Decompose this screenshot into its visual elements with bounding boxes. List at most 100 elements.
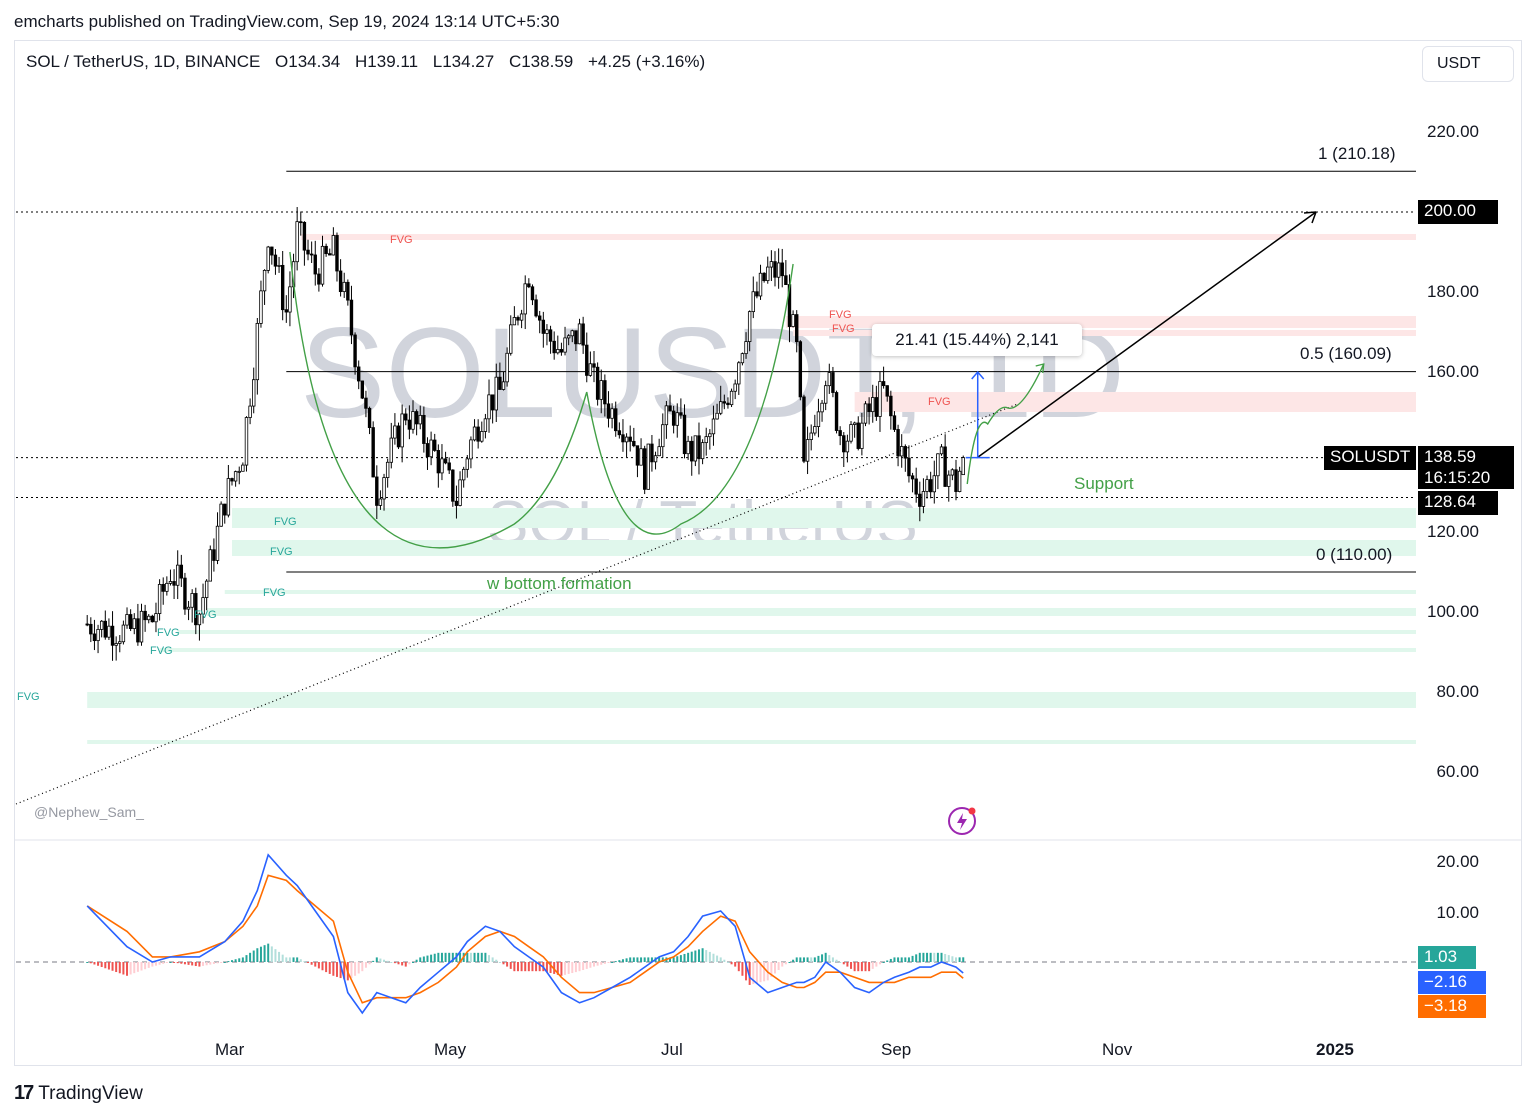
candle-body <box>313 254 317 275</box>
projection-arrow <box>976 211 1317 459</box>
histogram-bar <box>506 962 509 967</box>
candle-body <box>157 584 162 614</box>
candle-body <box>556 349 560 354</box>
candle-body <box>827 372 831 387</box>
candle-body <box>422 414 426 444</box>
histogram-bar <box>397 962 400 965</box>
candle-body <box>624 436 629 443</box>
histogram-bar <box>730 962 733 965</box>
candle-body <box>128 614 133 629</box>
histogram-bar <box>571 962 574 974</box>
candle-body <box>780 262 784 277</box>
fvg-label: FVG <box>829 309 852 321</box>
price-tick: 180.00 <box>1427 282 1479 301</box>
tradingview-logo[interactable]: 17 TradingView <box>14 1082 143 1105</box>
histogram-bar <box>448 952 451 962</box>
ohlc-low: L134.27 <box>432 52 495 71</box>
histogram-bar <box>263 945 266 962</box>
candle-body <box>849 424 853 442</box>
lightning-icon[interactable] <box>947 806 977 836</box>
candle-body <box>92 633 97 642</box>
candle-body <box>284 309 288 313</box>
candle-body <box>186 606 191 610</box>
candle-body <box>693 435 698 462</box>
symbol-title[interactable]: SOL / TetherUS, 1D, BINANCE <box>26 52 261 71</box>
histogram-bar <box>679 955 682 962</box>
candle-body <box>512 317 517 326</box>
histogram-bar <box>650 957 653 962</box>
histogram-bar <box>564 962 567 975</box>
histogram-bar <box>683 953 686 962</box>
candle-body <box>523 283 527 315</box>
signal-line <box>86 874 964 1004</box>
candle-body <box>154 613 158 623</box>
candle-body <box>874 397 879 417</box>
price-range-measure[interactable]: 21.41 (15.44%) 2,141 <box>872 324 1082 356</box>
histogram-bar <box>495 959 498 962</box>
candle-body <box>172 581 176 586</box>
candle-body <box>878 381 882 417</box>
histogram-bar <box>676 956 679 962</box>
histogram-bar <box>252 950 255 962</box>
candle-body <box>552 340 556 354</box>
histogram-bar <box>549 962 552 974</box>
w-bottom-right-arc <box>586 263 794 535</box>
histogram-bar <box>303 961 306 963</box>
histogram-bar <box>408 962 411 965</box>
histogram-bar <box>940 952 943 962</box>
candle-body <box>480 431 484 442</box>
histogram-bar <box>176 962 179 964</box>
histogram-bar <box>426 955 429 962</box>
histogram-bar <box>343 962 346 980</box>
candle-body <box>642 448 647 490</box>
candle-body <box>831 372 835 393</box>
candle-body <box>885 385 889 397</box>
candle-body <box>599 380 603 400</box>
histogram-bar <box>379 958 382 962</box>
candle-body <box>280 264 285 311</box>
histogram-bar <box>198 962 201 967</box>
histogram-bar <box>173 962 176 963</box>
candle-body <box>194 593 198 626</box>
histogram-bar <box>882 962 885 963</box>
candle-body <box>299 221 303 224</box>
histogram-bar <box>926 952 929 962</box>
horizontal-levels <box>16 170 1416 573</box>
histogram-bar <box>524 962 527 972</box>
histogram-bar <box>390 962 393 963</box>
candle-body <box>96 628 100 642</box>
candle-body <box>903 446 908 459</box>
candle-body <box>690 440 694 462</box>
countdown-tag: 16:15:20 <box>1418 467 1514 489</box>
histogram-bar <box>904 957 907 962</box>
candle-body <box>715 412 719 420</box>
histogram-bar <box>607 962 610 963</box>
candle-body <box>349 299 354 336</box>
histogram-bar <box>788 962 791 963</box>
histogram-bar <box>737 962 740 972</box>
histogram-bar <box>169 962 172 963</box>
symbol-legend[interactable]: SOL / TetherUS, 1D, BINANCE O134.34 H139… <box>26 52 715 72</box>
fvg-label: FVG <box>270 546 293 558</box>
support-price-tag: 128.64 <box>1418 491 1498 515</box>
histogram-bar <box>846 962 849 967</box>
candle-body <box>132 618 136 629</box>
currency-button[interactable]: USDT <box>1422 46 1514 82</box>
histogram-bar <box>694 950 697 962</box>
histogram-bar <box>516 962 519 972</box>
histogram-bar <box>144 962 147 970</box>
candle-body <box>871 397 875 413</box>
candle-body <box>813 426 817 434</box>
candle-body <box>501 381 506 390</box>
candle-body <box>125 614 129 626</box>
candle-body <box>519 313 524 321</box>
candle-body <box>447 462 451 471</box>
histogram-bar <box>741 962 744 976</box>
ohlc-close: C138.59 <box>508 52 574 71</box>
candle-body <box>378 498 383 506</box>
histogram-bar <box>129 962 132 975</box>
histogram-bar <box>625 958 628 962</box>
candle-body <box>664 405 669 426</box>
histogram-bar <box>154 962 157 966</box>
